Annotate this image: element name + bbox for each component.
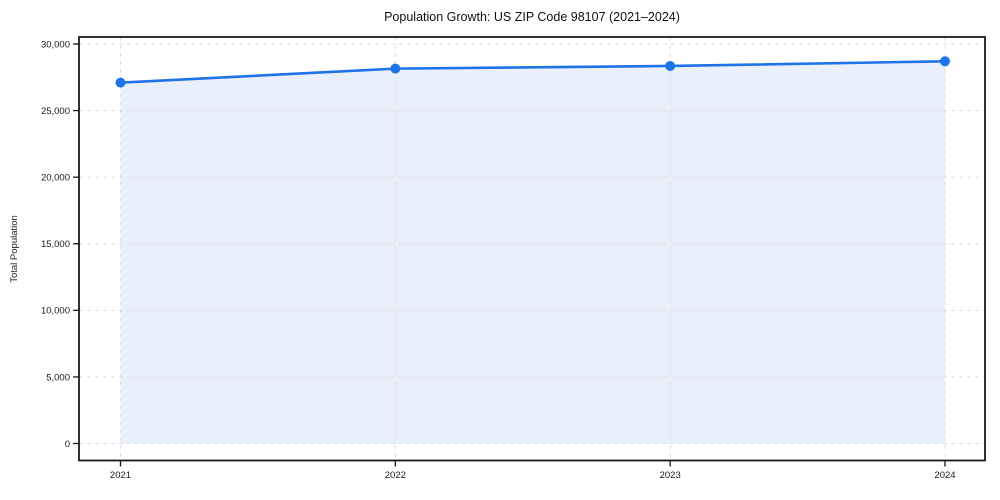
x-tick-label: 2021 (110, 470, 131, 481)
y-tick-label: 15,000 (41, 239, 70, 250)
data-point-2024 (940, 56, 950, 67)
y-tick-label: 30,000 (41, 39, 70, 50)
y-tick-label: 20,000 (41, 173, 70, 184)
axes-frame (78, 36, 986, 462)
x-tick-label: 2022 (385, 470, 406, 481)
trend-line (119, 60, 947, 84)
y-tick-label: 0 (65, 439, 70, 450)
y-tick-label: 25,000 (41, 106, 70, 117)
area-fill (120, 61, 945, 444)
data-point-2021 (115, 77, 126, 88)
y-axis-label: Total Population (9, 215, 20, 283)
tick-layer: 0 5,000 10,000 15,000 20,000 25,000 30,000 2021… (41, 39, 956, 481)
series-layer (115, 56, 950, 88)
data-point-2022 (390, 63, 401, 74)
x-tick-label: 2023 (660, 470, 681, 481)
y-tick-label: 10,000 (41, 306, 70, 317)
area-fill-layer (120, 61, 945, 444)
axes-frame-layer (78, 36, 986, 462)
y-tick-label: 5,000 (46, 372, 70, 383)
x-tick-label: 2024 (934, 470, 955, 481)
gridline-layer (79, 37, 985, 461)
chart-title: Population Growth: US ZIP Code 98107 (20… (384, 10, 680, 24)
data-point-2023 (665, 60, 676, 71)
